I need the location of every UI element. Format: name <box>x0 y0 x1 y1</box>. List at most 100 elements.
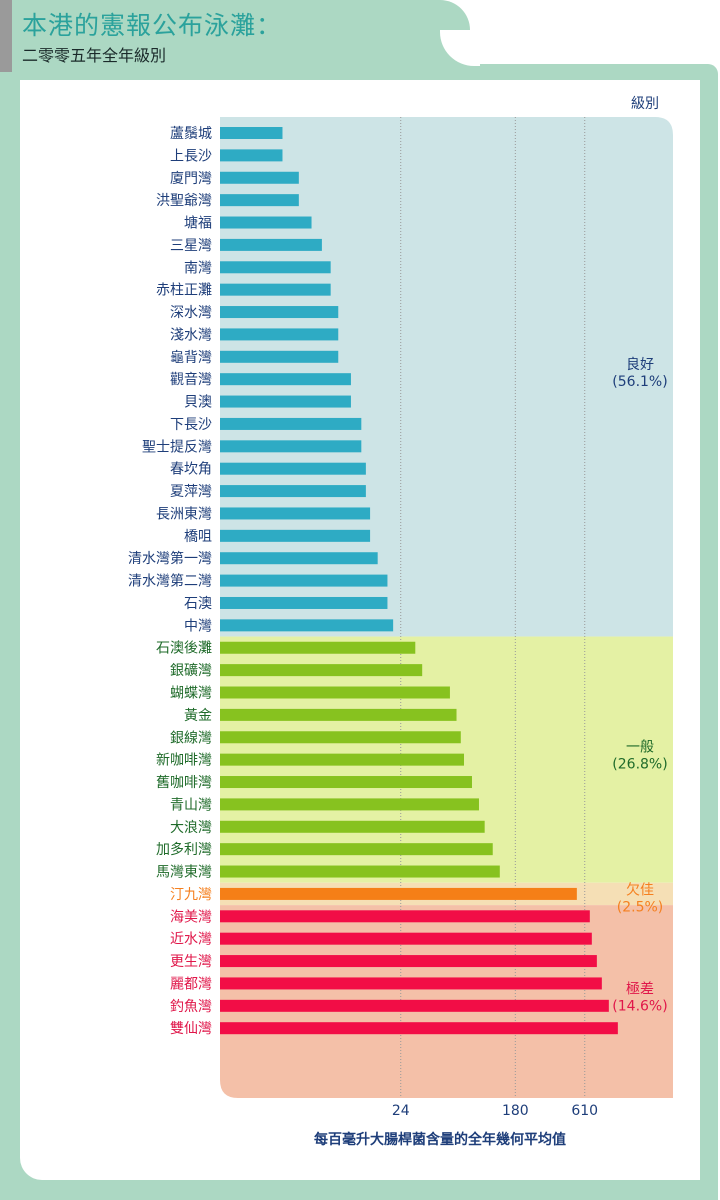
bar <box>220 955 597 968</box>
category-label: 大浪灣 <box>170 820 212 836</box>
category-label: 觀音灣 <box>170 371 212 388</box>
category-label: 銀礦灣 <box>170 662 212 679</box>
category-label: 雙仙灣 <box>170 1021 212 1037</box>
bar <box>220 865 500 878</box>
bar <box>220 127 283 139</box>
bar <box>220 350 339 363</box>
bar <box>220 261 331 274</box>
bar <box>220 820 485 833</box>
category-label: 海美灣 <box>170 909 212 925</box>
bar <box>220 283 331 296</box>
bar <box>220 686 450 699</box>
category-label: 下長沙 <box>170 417 212 433</box>
category-label: 黃金 <box>184 708 212 724</box>
category-label: 上長沙 <box>170 148 212 164</box>
category-label: 赤柱正灘 <box>156 283 212 299</box>
category-label: 馬灣東灣 <box>156 865 212 881</box>
bar <box>220 641 416 654</box>
x-tick-label: 24 <box>392 1103 410 1119</box>
x-tick-label: 610 <box>571 1103 598 1119</box>
category-label: 夏萍灣 <box>170 484 212 500</box>
category-label: 貝澳 <box>184 395 212 411</box>
category-label: 近水灣 <box>170 932 212 948</box>
category-label: 汀九灣 <box>170 887 212 903</box>
category-label: 長洲東灣 <box>156 506 212 522</box>
bar <box>220 529 371 542</box>
grade-percent: (2.5%) <box>617 900 664 916</box>
grade-percent: (26.8%) <box>612 757 667 773</box>
bar <box>220 1022 618 1035</box>
bar <box>220 887 577 900</box>
category-label: 深水灣 <box>170 305 212 321</box>
zone-corner <box>655 117 673 135</box>
grade-label: 極差 <box>626 982 654 998</box>
bar <box>220 238 322 251</box>
accent-bar <box>0 0 12 72</box>
category-label: 蘆鬚城 <box>170 126 212 142</box>
bar <box>220 664 423 677</box>
category-label: 釣魚灣 <box>170 999 212 1015</box>
bar <box>220 574 388 587</box>
category-label: 青山灣 <box>170 797 212 813</box>
bar <box>220 417 362 430</box>
grade-label: 欠佳 <box>626 883 654 899</box>
category-label: 洪聖爺灣 <box>156 193 212 209</box>
grade-label: 良好 <box>626 357 654 373</box>
category-label: 蝴蝶灣 <box>170 686 212 702</box>
category-label: 塘福 <box>184 216 212 232</box>
category-label: 更生灣 <box>170 954 212 970</box>
bar <box>220 216 312 229</box>
page-subtitle: 二零零五年全年級別 <box>22 46 167 65</box>
bar <box>220 977 602 990</box>
category-label: 龜背灣 <box>170 350 212 366</box>
bar <box>220 462 366 475</box>
bar <box>220 798 479 811</box>
bar <box>220 731 461 744</box>
category-label: 橋咀 <box>184 529 212 545</box>
category-label: 石澳後灘 <box>156 641 212 657</box>
category-label: 中灣 <box>184 618 212 634</box>
category-label: 清水灣第二灣 <box>128 573 212 590</box>
bar <box>220 306 339 319</box>
category-label: 新咖啡灣 <box>156 753 212 769</box>
bar <box>220 999 609 1012</box>
category-label: 春坎角 <box>170 462 212 478</box>
zone-corner <box>220 1080 238 1098</box>
category-label: 麗都灣 <box>170 976 212 992</box>
bar <box>220 843 493 856</box>
bar <box>220 708 457 721</box>
category-label: 淺水灣 <box>170 327 212 343</box>
x-tick-label: 180 <box>502 1103 529 1119</box>
bar <box>220 596 388 609</box>
grade-percent: (56.1%) <box>612 374 667 390</box>
bar <box>220 776 472 789</box>
category-label: 舊咖啡灣 <box>156 775 212 791</box>
bar <box>220 194 299 207</box>
category-label: 南灣 <box>184 260 212 276</box>
bar <box>220 619 394 632</box>
bar <box>220 328 339 341</box>
category-label: 加多利灣 <box>156 841 212 858</box>
category-label: 銀線灣 <box>170 730 212 746</box>
bar <box>220 485 366 498</box>
grade-percent: (14.6%) <box>612 999 667 1015</box>
page-title: 本港的憲報公布泳灘： <box>22 11 283 40</box>
bar <box>220 753 464 766</box>
x-axis-title: 每百毫升大腸桿菌含量的全年幾何平均值 <box>314 1131 566 1148</box>
bar <box>220 395 351 408</box>
category-label: 清水灣第一灣 <box>128 550 212 567</box>
legend-title: 級別 <box>631 96 659 112</box>
bar <box>220 507 371 520</box>
category-label: 廈門灣 <box>170 170 212 187</box>
bar <box>220 440 362 453</box>
category-label: 聖士提反灣 <box>142 439 212 455</box>
category-label: 三星灣 <box>170 238 212 254</box>
category-label: 石澳 <box>184 596 212 612</box>
bar <box>220 373 351 386</box>
grade-label: 一般 <box>626 740 654 756</box>
bar <box>220 171 299 184</box>
bar <box>220 552 378 565</box>
bar <box>220 149 283 162</box>
bar <box>220 932 592 945</box>
